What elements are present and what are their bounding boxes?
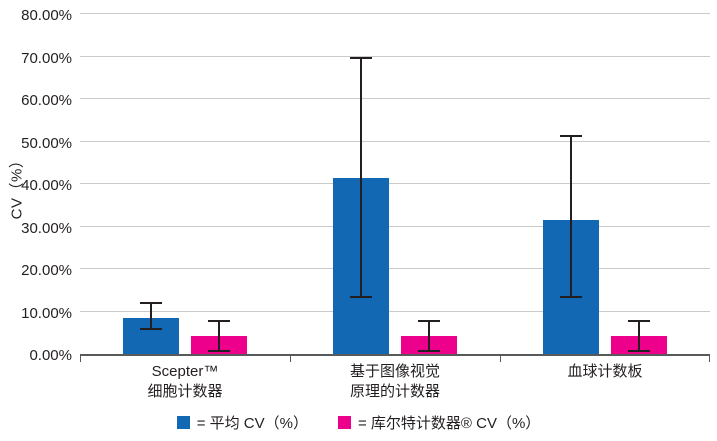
gridline (80, 310, 710, 312)
error-cap-top (208, 320, 230, 322)
error-cap-top (628, 320, 650, 322)
legend-label: = 库尔特计数器® CV（%） (357, 415, 541, 432)
error-bar (428, 320, 430, 352)
x-axis-tick (709, 356, 710, 362)
error-cap-top (140, 302, 162, 305)
x-category-label-line: Scepter™ (151, 363, 219, 380)
gridline (80, 140, 710, 142)
gridline (80, 98, 710, 99)
x-category-label-line: 原理的计数器 (349, 382, 440, 400)
y-tick-label: 80.00% (21, 7, 72, 24)
error-bar (638, 320, 640, 352)
error-cap-top (350, 56, 372, 59)
gridline (80, 268, 710, 269)
error-cap-bottom (350, 295, 372, 298)
error-cap-bottom (418, 349, 440, 352)
y-tick-label: 20.00% (21, 262, 72, 279)
x-category-label: Scepter™ 细胞计数器 (80, 362, 290, 401)
x-category-label-line: 血球计数板 (567, 363, 643, 380)
error-cap-bottom (208, 349, 230, 352)
y-tick-label: 50.00% (21, 134, 72, 152)
error-bar (150, 302, 152, 331)
gridline (80, 55, 710, 57)
x-category-label: 血球计数板 (500, 362, 710, 382)
y-tick-label: 10.00% (21, 304, 72, 322)
y-tick-label: 60.00% (21, 92, 72, 109)
x-axis-tick (500, 356, 501, 362)
legend: = 平均 CV（%） = 库尔特计数器® CV（%） (0, 412, 717, 433)
legend-item: = 库尔特计数器® CV（%） (337, 412, 541, 433)
error-cap-bottom (628, 349, 650, 352)
error-cap-bottom (140, 328, 162, 331)
legend-label: = 平均 CV（%） (196, 415, 308, 432)
x-category-label-line: 细胞计数器 (147, 382, 223, 400)
y-tick-label: 30.00% (21, 219, 72, 237)
y-tick-label: 0.00% (29, 347, 72, 364)
error-cap-top (418, 320, 440, 322)
error-bar (570, 135, 572, 298)
legend-swatch (176, 416, 190, 429)
gridline (80, 13, 710, 14)
x-category-label: 基于图像视觉 原理的计数器 (290, 362, 500, 401)
gridline (80, 225, 710, 227)
x-category-label-line: 基于图像视觉 (349, 363, 440, 380)
error-cap-top (560, 135, 582, 138)
plot-area (80, 13, 710, 356)
legend-swatch (337, 416, 351, 429)
legend-item: = 平均 CV（%） (176, 412, 308, 433)
error-bar (360, 56, 362, 298)
y-tick-label: 40.00% (21, 177, 72, 194)
y-tick-label: 70.00% (21, 49, 72, 67)
x-axis-tick (80, 356, 81, 362)
error-cap-bottom (560, 295, 582, 298)
x-axis-tick (290, 356, 291, 362)
error-bar (218, 320, 220, 352)
gridline (80, 183, 710, 184)
